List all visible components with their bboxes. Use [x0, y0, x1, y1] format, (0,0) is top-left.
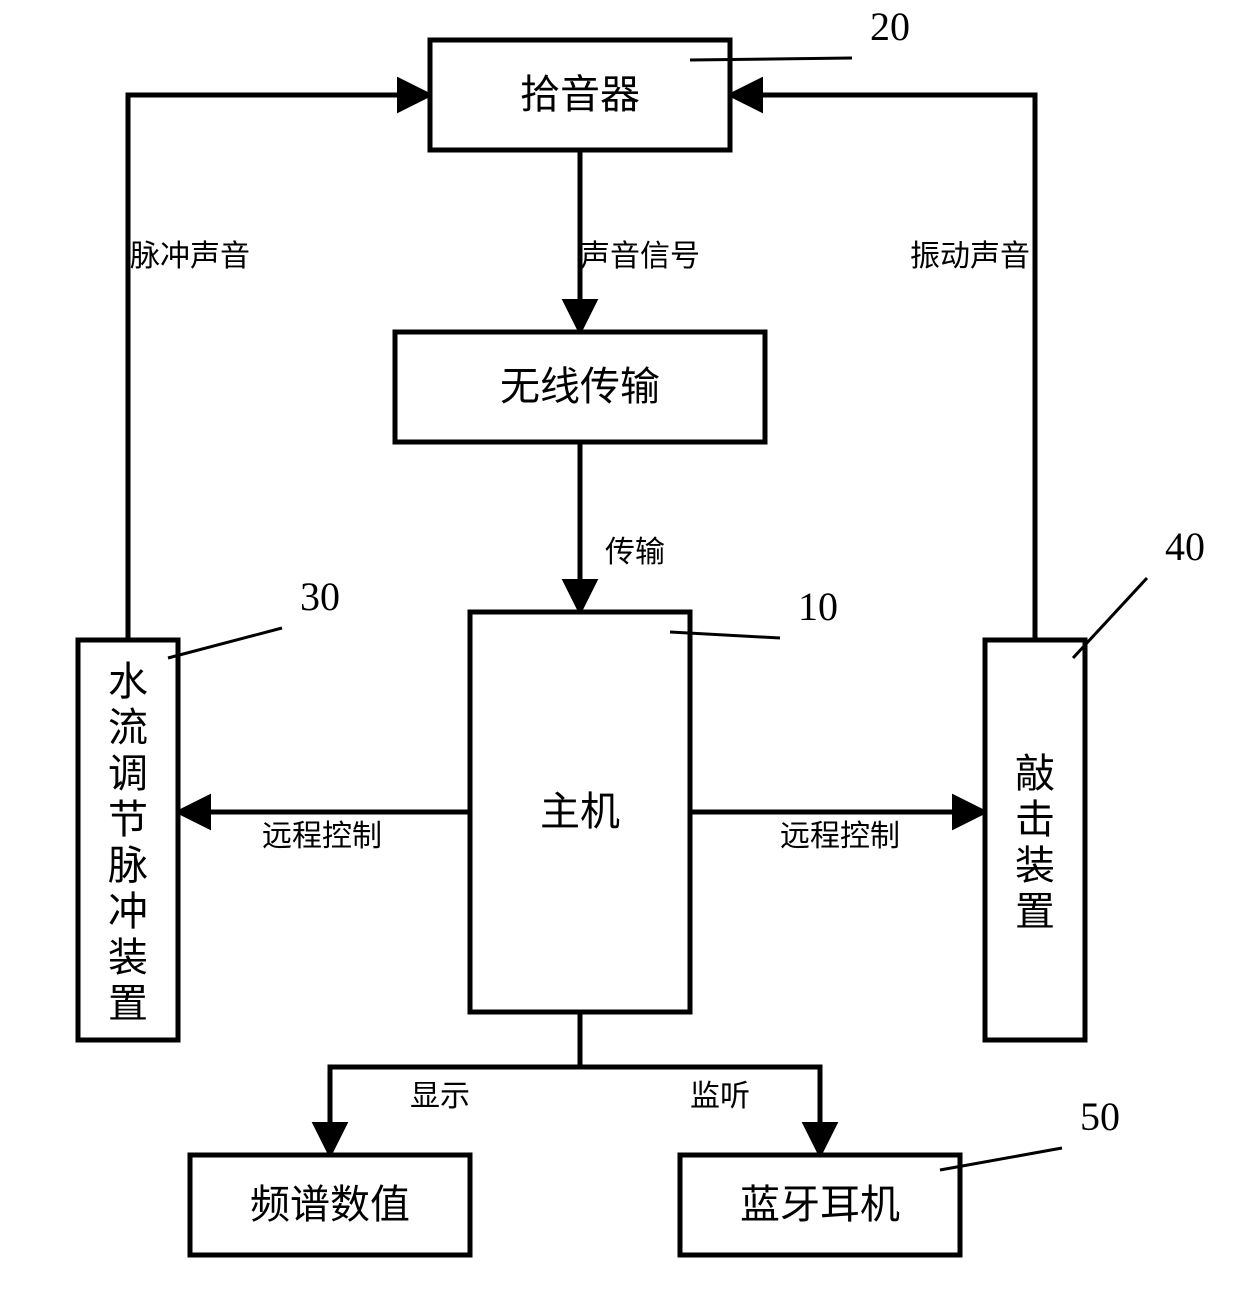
edge-label-host_to_bluetooth: 监听	[690, 1080, 750, 1113]
node-label-waterflow: 水流调节脉冲装置	[108, 659, 148, 1026]
edge-label-pickup_to_wireless: 声音信号	[580, 240, 700, 273]
edge-label-host_to_waterflow: 远程控制	[262, 820, 382, 853]
node-label-tap: 敲击装置	[1015, 751, 1055, 934]
node-label-bluetooth: 蓝牙耳机	[740, 1182, 900, 1227]
callout-bluetooth: 50	[1080, 1094, 1120, 1139]
callout-waterflow: 30	[300, 574, 340, 619]
node-label-host: 主机	[540, 789, 620, 834]
node-label-spectrum: 频谱数值	[250, 1182, 410, 1227]
callout-host: 10	[798, 584, 838, 629]
node-label-pickup: 拾音器	[520, 72, 640, 117]
node-label-wireless: 无线传输	[500, 364, 660, 409]
edge-label-host_to_tap: 远程控制	[780, 820, 900, 853]
edge-label-host_to_spectrum: 显示	[410, 1080, 470, 1113]
edge-label-tap_to_pickup: 振动声音	[910, 240, 1030, 273]
edge-label-waterflow_to_pickup: 脉冲声音	[130, 240, 250, 273]
edge-label-wireless_to_host: 传输	[605, 536, 665, 569]
callout-pickup: 20	[870, 4, 910, 49]
callout-tap: 40	[1165, 524, 1205, 569]
